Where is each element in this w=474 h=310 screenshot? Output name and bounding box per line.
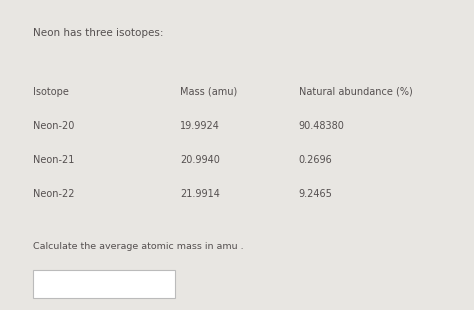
Text: 21.9914: 21.9914 xyxy=(180,189,220,199)
Text: 0.2696: 0.2696 xyxy=(299,155,332,165)
Text: Neon has three isotopes:: Neon has three isotopes: xyxy=(33,28,164,38)
Text: 19.9924: 19.9924 xyxy=(180,121,220,131)
Text: Neon-20: Neon-20 xyxy=(33,121,74,131)
Text: Mass (amu): Mass (amu) xyxy=(180,87,237,97)
Text: 9.2465: 9.2465 xyxy=(299,189,332,199)
Text: 20.9940: 20.9940 xyxy=(180,155,220,165)
Text: Isotope: Isotope xyxy=(33,87,69,97)
Text: Calculate the average atomic mass in amu .: Calculate the average atomic mass in amu… xyxy=(33,242,244,251)
Text: Natural abundance (%): Natural abundance (%) xyxy=(299,87,412,97)
Text: Neon-22: Neon-22 xyxy=(33,189,75,199)
Text: 90.48380: 90.48380 xyxy=(299,121,345,131)
Text: Neon-21: Neon-21 xyxy=(33,155,74,165)
